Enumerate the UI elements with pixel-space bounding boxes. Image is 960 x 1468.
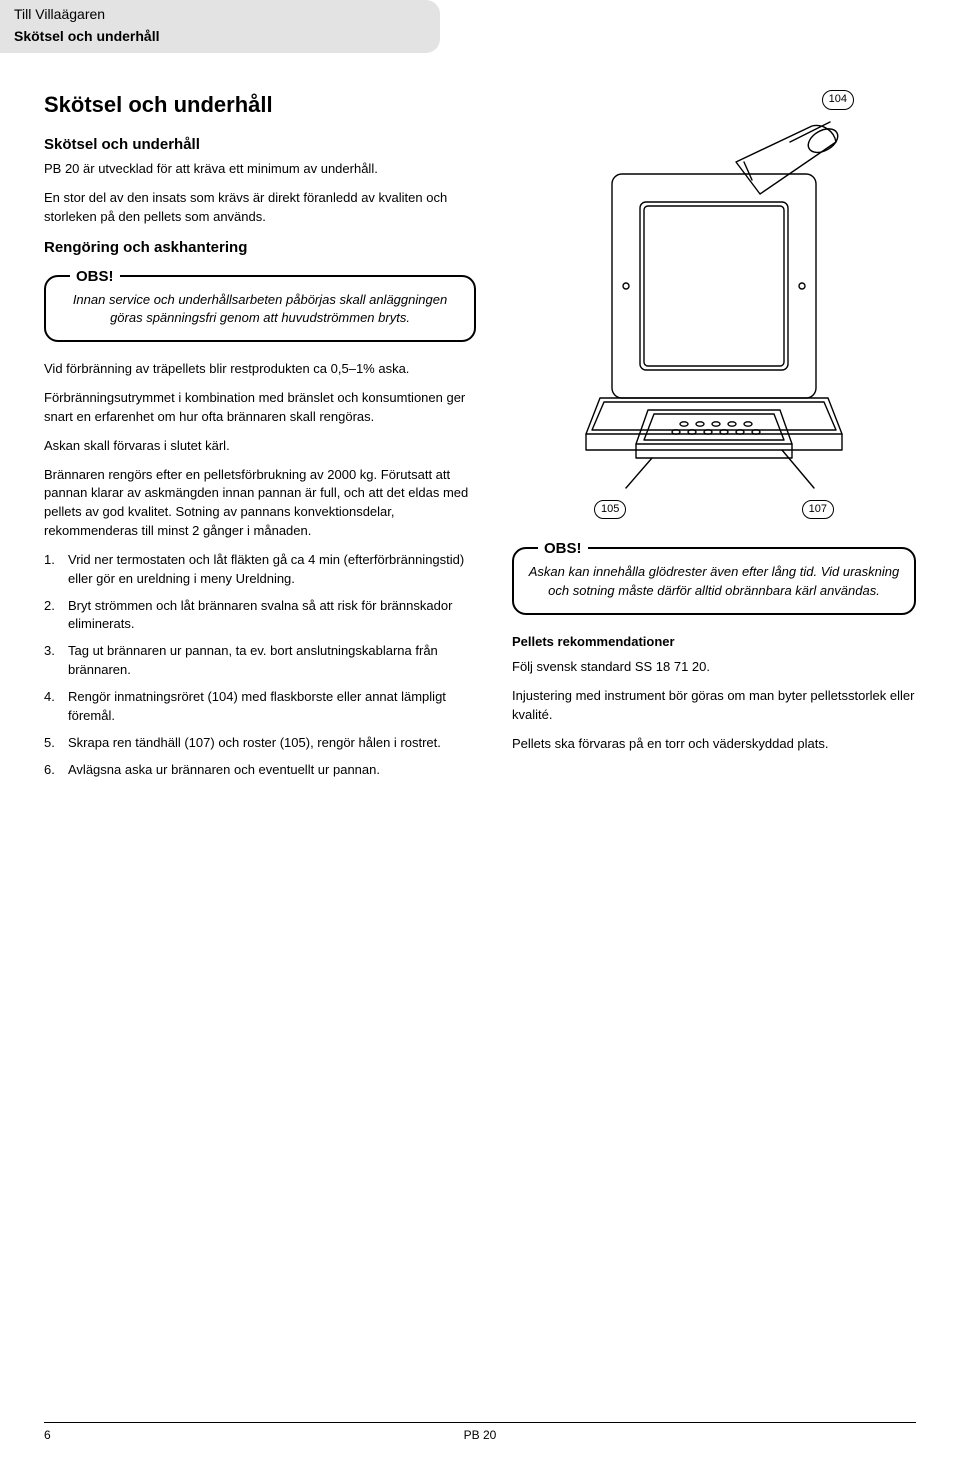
steps-list: Vrid ner termostaten och låt fläkten gå … [44, 551, 476, 779]
para-3: Vid förbränning av träpellets blir restp… [44, 360, 476, 379]
para-9: Pellets ska förvaras på en torr och väde… [512, 735, 916, 754]
step-1: Vrid ner termostaten och låt fläkten gå … [44, 551, 476, 589]
content-area: Skötsel och underhåll Skötsel och underh… [0, 53, 960, 788]
subsection-title-1: Skötsel och underhåll [44, 134, 476, 156]
header-line1: Till Villaägaren [14, 4, 426, 24]
step-2: Bryt strömmen och låt brännaren svalna s… [44, 597, 476, 635]
intro-para-1: PB 20 är utvecklad för att kräva ett min… [44, 160, 476, 179]
para-7: Följ svensk standard SS 18 71 20. [512, 658, 916, 677]
step-4: Rengör inmatningsröret (104) med flaskbo… [44, 688, 476, 726]
obs-label-2: OBS! [538, 538, 588, 560]
obs-text-1: Innan service och underhållsarbeten påbö… [73, 292, 447, 326]
para-5: Askan skall förvaras i slutet kärl. [44, 437, 476, 456]
right-column: 104 [512, 89, 916, 788]
product-name: PB 20 [464, 1427, 497, 1444]
step-3: Tag ut brännaren ur pannan, ta ev. bort … [44, 642, 476, 680]
step-6: Avlägsna aska ur brännaren och eventuell… [44, 761, 476, 780]
subsection-title-2: Rengöring och askhantering [44, 237, 476, 259]
para-8: Injustering med instrument bör göras om … [512, 687, 916, 725]
burner-svg [544, 114, 884, 494]
para-4: Förbränningsutrymmet i kombination med b… [44, 389, 476, 427]
obs-text-2: Askan kan innehålla glödrester även efte… [529, 564, 900, 598]
para-6: Brännaren rengörs efter en pelletsförbru… [44, 466, 476, 541]
page-header: Till Villaägaren Skötsel och underhåll [0, 0, 440, 53]
callout-105: 105 [594, 500, 626, 520]
intro-para-2: En stor del av den insats som krävs är d… [44, 189, 476, 227]
header-line2: Skötsel och underhåll [14, 26, 426, 46]
subsection-title-3: Pellets rekommendationer [512, 633, 916, 652]
page-number: 6 [44, 1427, 51, 1444]
step-5: Skrapa ren tändhäll (107) och roster (10… [44, 734, 476, 753]
obs-label-1: OBS! [70, 266, 120, 288]
page-footer: 6 PB 20 [44, 1422, 916, 1444]
callout-107: 107 [802, 500, 834, 520]
callout-104: 104 [822, 90, 854, 110]
section-title: Skötsel och underhåll [44, 89, 476, 121]
footer-spacer [913, 1427, 916, 1444]
obs-box-2: OBS! Askan kan innehålla glödrester även… [512, 547, 916, 615]
obs-box-1: OBS! Innan service och underhållsarbeten… [44, 275, 476, 343]
burner-diagram: 104 [544, 89, 884, 520]
left-column: Skötsel och underhåll Skötsel och underh… [44, 89, 476, 788]
